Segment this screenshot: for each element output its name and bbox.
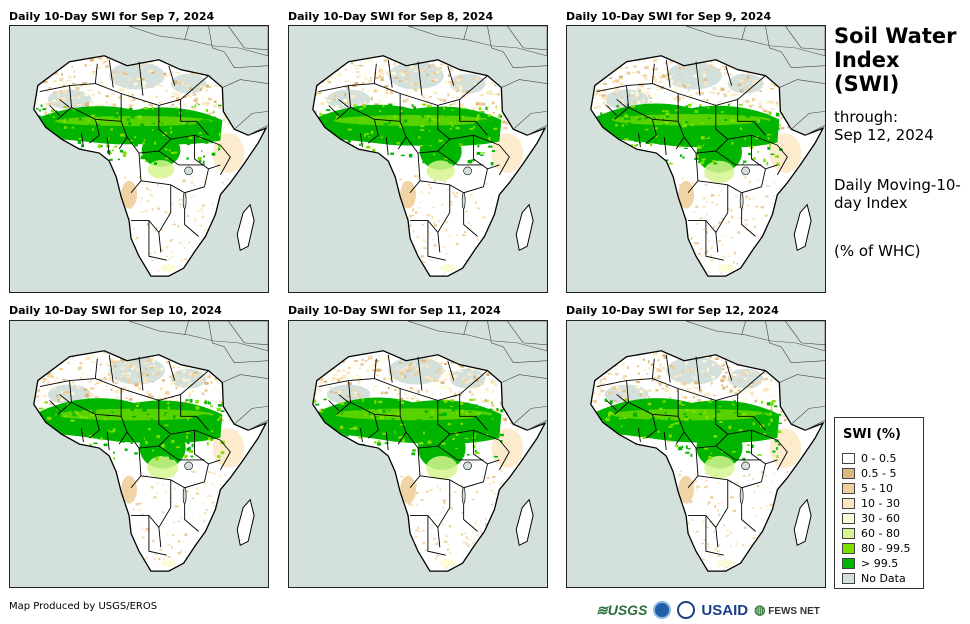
africa-map: [10, 26, 268, 292]
map-panel-3: [566, 25, 826, 293]
legend-swatch: [842, 527, 855, 539]
mediterranean: [128, 26, 268, 57]
map-panel-2: [288, 25, 548, 293]
legend-swatch: [842, 557, 855, 569]
legend-label: 60 - 80: [861, 526, 900, 540]
panel-title-6: Daily 10-Day SWI for Sep 12, 2024: [566, 304, 779, 317]
legend-swatch: [842, 467, 855, 479]
legend-label: 30 - 60: [861, 511, 900, 525]
africa-map: [289, 26, 547, 292]
index-description: Daily Moving-10-day Index: [834, 176, 961, 212]
legend-swatch: [842, 482, 855, 494]
legend-label: 5 - 10: [861, 481, 893, 495]
agency-logos: ≋USGS USAID ◍ FEWS NET: [596, 599, 820, 621]
credit-text: Map Produced by USGS/EROS: [9, 601, 158, 612]
country-borders: [39, 354, 231, 556]
mediterranean: [407, 321, 547, 352]
mediterranean: [685, 26, 825, 57]
legend-label: No Data: [861, 571, 906, 585]
panel-title-4: Daily 10-Day SWI for Sep 10, 2024: [9, 304, 222, 317]
legend-swatch: [842, 512, 855, 524]
africa-map: [289, 321, 547, 587]
map-title: Soil Water Index (SWI): [834, 24, 957, 96]
commerce-logo: [677, 601, 696, 619]
legend-item: 60 - 80: [842, 526, 900, 540]
legend-item: 5 - 10: [842, 481, 893, 495]
usgs-logo: ≋USGS: [596, 601, 648, 618]
africa-map: [567, 26, 825, 292]
legend-swatch: [842, 542, 855, 554]
country-borders: [318, 59, 510, 261]
noaa-logo: [653, 601, 672, 619]
panel-title-2: Daily 10-Day SWI for Sep 8, 2024: [288, 10, 494, 23]
legend-label: 10 - 30: [861, 496, 900, 510]
through-date: Sep 12, 2024: [834, 126, 934, 144]
africa-map: [10, 321, 268, 587]
map-panel-6: [566, 320, 826, 588]
map-panel-1: [9, 25, 269, 293]
legend-swatch: [842, 572, 855, 584]
map-panel-5: [288, 320, 548, 588]
legend-item: 30 - 60: [842, 511, 900, 525]
units-label: (% of WHC): [834, 242, 921, 260]
through-label: through:: [834, 108, 898, 126]
legend-label: 80 - 99.5: [861, 541, 911, 555]
panel-title-3: Daily 10-Day SWI for Sep 9, 2024: [566, 10, 772, 23]
mediterranean: [685, 321, 825, 352]
panel-title-5: Daily 10-Day SWI for Sep 11, 2024: [288, 304, 501, 317]
usaid-logo: USAID: [701, 601, 749, 619]
country-borders: [596, 354, 788, 556]
mediterranean: [407, 26, 547, 57]
map-panel-4: [9, 320, 269, 588]
country-borders: [39, 59, 231, 261]
legend-item: 0 - 0.5: [842, 451, 896, 465]
legend-item: 10 - 30: [842, 496, 900, 510]
legend-swatch: [842, 452, 855, 464]
legend-label: 0 - 0.5: [861, 451, 897, 465]
legend-item: No Data: [842, 571, 906, 585]
mediterranean: [128, 321, 268, 352]
country-borders: [596, 59, 788, 261]
legend-swatch: [842, 497, 855, 509]
africa-map: [567, 321, 825, 587]
legend-title: SWI (%): [843, 427, 901, 442]
globe-icon: ◍: [754, 602, 766, 617]
fews-net-logo: ◍ FEWS NET: [754, 602, 820, 617]
legend-item: 0.5 - 5: [842, 466, 896, 480]
legend-label: > 99.5: [861, 556, 899, 570]
legend-item: > 99.5: [842, 556, 898, 570]
legend-item: 80 - 99.5: [842, 541, 910, 555]
panel-title-1: Daily 10-Day SWI for Sep 7, 2024: [9, 10, 215, 23]
legend-label: 0.5 - 5: [861, 466, 897, 480]
